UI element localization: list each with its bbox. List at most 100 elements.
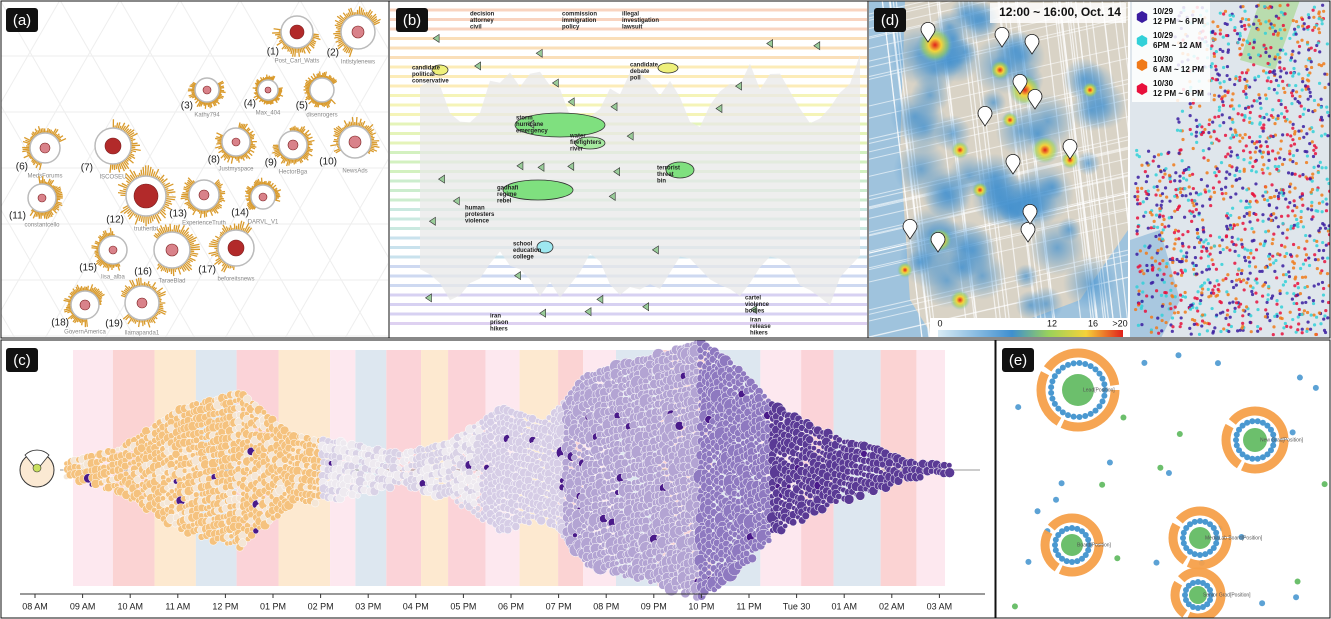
event-dot	[1247, 23, 1250, 26]
event-dot	[1291, 172, 1294, 175]
spike	[148, 216, 149, 224]
event-dot	[1217, 139, 1220, 142]
node-id: (5)	[296, 101, 308, 112]
event-dot	[1139, 249, 1142, 252]
event-dot	[1321, 118, 1324, 121]
event-dot	[1303, 107, 1306, 110]
event-dot	[1277, 32, 1280, 35]
event-dot	[1171, 282, 1174, 285]
event-dot	[1263, 283, 1266, 286]
event-dot	[1224, 317, 1227, 320]
event-dot	[1246, 69, 1249, 72]
spike	[356, 117, 357, 126]
event-dot	[1147, 227, 1150, 230]
event-dot	[1312, 313, 1315, 316]
event-dot	[1289, 326, 1292, 329]
event-dot	[1226, 273, 1229, 276]
event-dot	[1185, 168, 1188, 171]
event-dot	[1298, 45, 1301, 48]
event-bubble	[602, 480, 607, 485]
event-dot	[1149, 211, 1152, 214]
event-dot	[1182, 177, 1185, 180]
spike	[298, 48, 299, 57]
event-dot	[1144, 211, 1147, 214]
event-dot	[1190, 332, 1193, 335]
event-dot	[1245, 144, 1248, 147]
event-dot	[1294, 173, 1297, 176]
event-dot	[1292, 292, 1295, 295]
event-dot	[1161, 238, 1164, 241]
event-dot	[1249, 249, 1252, 252]
event-dot	[1184, 311, 1187, 314]
event-dot	[1293, 214, 1296, 217]
event-dot	[1208, 190, 1211, 193]
topic-word: lawsuit	[622, 25, 642, 31]
event-dot	[1247, 18, 1250, 21]
event-dot	[1155, 173, 1158, 176]
event-dot	[1289, 158, 1292, 161]
event-dot	[1243, 228, 1246, 231]
spike	[238, 224, 239, 230]
event-dot	[1271, 26, 1274, 29]
node-name: Max_404	[256, 111, 281, 117]
event-dot	[1240, 25, 1243, 28]
event-dot	[1300, 104, 1303, 107]
event-dot	[1266, 167, 1269, 170]
event-dot	[1317, 258, 1320, 261]
event-dot	[1144, 310, 1147, 313]
event-dot	[1208, 123, 1211, 126]
topic-blob	[658, 63, 678, 73]
event-dot	[1302, 125, 1305, 128]
event-dot	[1296, 282, 1299, 285]
event-dot	[1281, 133, 1284, 136]
topic-word: policy	[562, 25, 580, 31]
panel-c: 08 AM09 AM10 AM11 AM12 PM01 PM02 PM03 PM…	[0, 338, 995, 619]
event-dot	[1280, 112, 1283, 115]
event-dot	[1150, 256, 1153, 259]
event-dot	[1285, 273, 1288, 276]
event-dot	[1267, 293, 1270, 296]
event-dot	[1169, 307, 1172, 310]
event-dot	[1156, 249, 1159, 252]
event-dot	[1224, 10, 1227, 13]
topic-word: civil	[470, 25, 482, 31]
event-dot	[1181, 194, 1184, 197]
event-dot	[1212, 292, 1215, 295]
event-dot	[1241, 322, 1244, 325]
event-dot	[1251, 293, 1254, 296]
event-dot	[1243, 24, 1246, 27]
event-dot	[1250, 122, 1253, 125]
event-dot	[1275, 206, 1278, 209]
event-dot	[1320, 116, 1323, 119]
density	[898, 102, 949, 153]
event-dot	[1201, 319, 1204, 322]
event-dot	[1156, 317, 1159, 320]
legend-time: 6 AM ~ 12 PM	[1153, 65, 1204, 74]
event-dot	[1150, 316, 1153, 319]
colorbar-tick: 0	[937, 318, 942, 328]
spike	[216, 143, 222, 144]
event-dot	[1169, 274, 1172, 277]
event-dot	[1275, 276, 1278, 279]
event-dot	[1219, 29, 1222, 32]
event-dot	[1322, 317, 1325, 320]
event-dot	[1214, 78, 1217, 81]
event-dot	[1188, 327, 1191, 330]
spike	[206, 210, 207, 217]
event-dot	[1323, 314, 1326, 317]
event-dot	[1249, 200, 1252, 203]
event-dot	[1176, 272, 1179, 275]
event-dot	[1191, 262, 1194, 265]
spike	[131, 143, 138, 144]
node-id: (6)	[16, 162, 28, 173]
event-dot	[1249, 151, 1252, 154]
event-bubble	[639, 575, 645, 581]
event-dot	[1193, 246, 1196, 249]
event-dot	[1168, 216, 1171, 219]
event-dot	[1238, 104, 1241, 107]
event-dot	[1261, 220, 1264, 223]
event-dot	[1214, 65, 1217, 68]
event-dot	[1155, 214, 1158, 217]
event-dot	[1244, 133, 1247, 136]
event-dot	[1274, 216, 1277, 219]
